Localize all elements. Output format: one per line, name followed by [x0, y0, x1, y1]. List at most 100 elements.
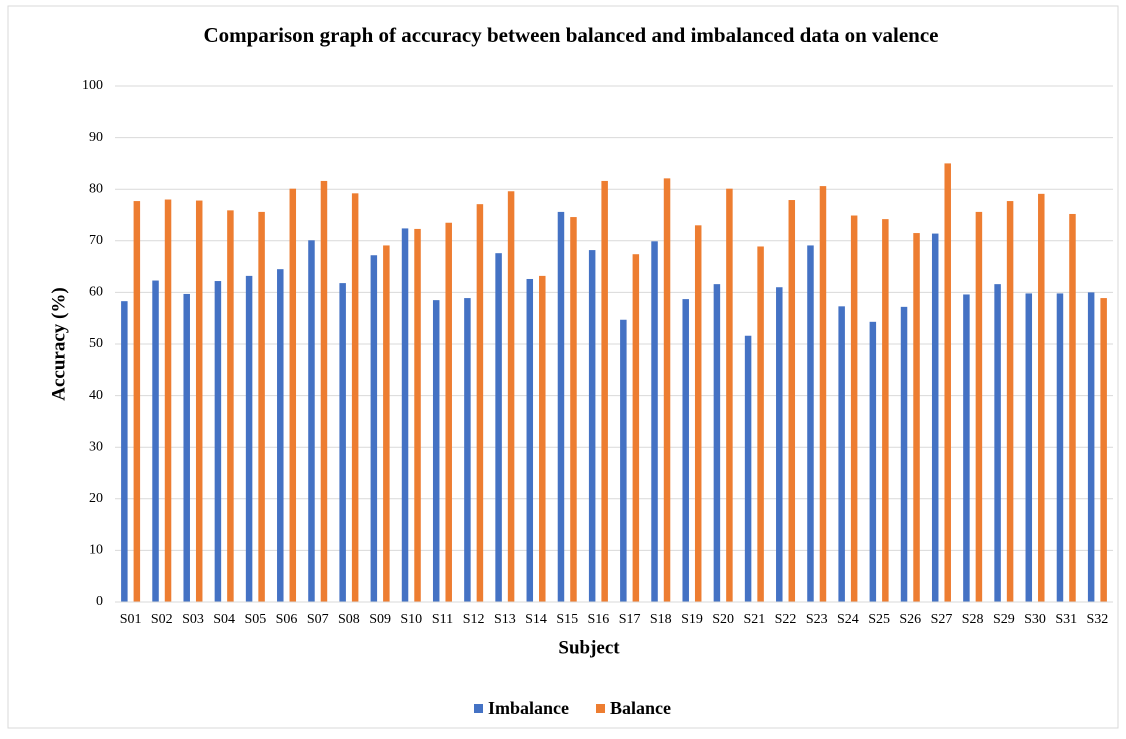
bar	[807, 245, 814, 602]
x-tick-label: S06	[276, 612, 298, 627]
bar	[963, 294, 970, 602]
bar	[133, 201, 141, 602]
x-tick-label: S08	[338, 612, 360, 627]
bar	[819, 186, 827, 602]
x-tick-label: S17	[619, 612, 641, 627]
bar	[526, 278, 534, 602]
legend-label: Imbalance	[488, 698, 569, 718]
bar	[320, 180, 328, 602]
bar	[495, 253, 502, 602]
bar	[931, 233, 939, 603]
bar	[1100, 298, 1107, 602]
y-tick-label: 90	[89, 130, 103, 145]
bar	[464, 298, 471, 602]
x-tick-label: S11	[432, 612, 453, 627]
bar	[882, 219, 889, 603]
bar	[277, 269, 284, 602]
legend-label: Balance	[610, 698, 671, 718]
x-tick-label: S15	[556, 612, 578, 627]
bar	[663, 178, 671, 602]
bar	[632, 254, 640, 602]
x-tick-label: S09	[369, 612, 391, 627]
bar	[869, 321, 877, 602]
legend-swatch	[474, 704, 483, 713]
bar	[651, 241, 658, 603]
bar	[726, 188, 733, 602]
x-tick-label: S07	[307, 612, 329, 627]
y-tick-label: 10	[89, 543, 103, 558]
x-tick-label: S20	[712, 612, 734, 627]
bar	[401, 228, 409, 602]
bar	[838, 306, 845, 602]
bar	[289, 188, 297, 602]
x-tick-label: S24	[837, 612, 859, 627]
x-tick-label: S02	[151, 612, 173, 627]
bar	[1087, 292, 1095, 602]
x-tick-label: S04	[213, 612, 235, 627]
y-tick-label: 70	[89, 233, 103, 248]
bar	[682, 299, 689, 602]
x-tick-label: S31	[1055, 612, 1077, 627]
bar	[601, 180, 608, 602]
bar	[214, 281, 222, 602]
x-tick-label: S19	[681, 612, 703, 627]
y-tick-label: 80	[89, 181, 103, 196]
y-tick-label: 60	[89, 285, 103, 300]
bar	[694, 225, 702, 602]
x-tick-label: S26	[899, 612, 921, 627]
x-tick-label: S18	[650, 612, 672, 627]
x-axis-label: Subject	[558, 637, 620, 658]
bar	[776, 287, 783, 602]
x-tick-label: S01	[120, 612, 142, 627]
bar	[913, 233, 920, 602]
y-tick-label: 20	[89, 491, 103, 506]
x-tick-label: S16	[588, 612, 610, 627]
bar	[432, 300, 440, 602]
bar	[944, 163, 951, 602]
x-tick-label: S22	[775, 612, 797, 627]
bar	[183, 293, 190, 602]
x-tick-label: S14	[525, 612, 547, 627]
bar	[121, 301, 128, 602]
bar	[258, 211, 265, 603]
x-tick-label: S28	[962, 612, 984, 627]
x-tick-label: S13	[494, 612, 516, 627]
bar	[445, 222, 452, 603]
y-tick-label: 100	[82, 78, 103, 93]
x-tick-label: S05	[244, 612, 266, 627]
bar	[1038, 193, 1045, 602]
bar	[507, 191, 515, 602]
bar	[975, 211, 983, 603]
legend-swatch	[596, 704, 605, 713]
bar	[588, 250, 596, 602]
bar	[1006, 201, 1014, 602]
bar	[195, 200, 203, 602]
x-tick-label: S21	[743, 612, 765, 627]
bar	[1025, 293, 1033, 602]
bar	[900, 306, 908, 602]
bar	[620, 319, 627, 602]
bar	[788, 200, 796, 602]
bar	[713, 284, 721, 602]
bar	[351, 193, 359, 602]
bar	[476, 204, 484, 602]
x-tick-label: S25	[868, 612, 890, 627]
bar	[539, 275, 546, 602]
x-tick-label: S32	[1087, 612, 1109, 627]
bar	[164, 199, 172, 602]
bar	[744, 335, 752, 602]
bar	[850, 215, 858, 603]
bar	[245, 275, 253, 602]
bar	[994, 284, 1001, 602]
bar	[339, 283, 346, 602]
x-tick-label: S29	[993, 612, 1015, 627]
y-tick-label: 50	[89, 336, 103, 351]
x-tick-label: S27	[931, 612, 953, 627]
y-tick-label: 30	[89, 439, 103, 454]
bar	[383, 245, 390, 602]
x-tick-label: S30	[1024, 612, 1046, 627]
bar	[570, 217, 577, 602]
chart-title: Comparison graph of accuracy between bal…	[204, 23, 939, 47]
y-axis-label: Accuracy (%)	[48, 287, 69, 400]
